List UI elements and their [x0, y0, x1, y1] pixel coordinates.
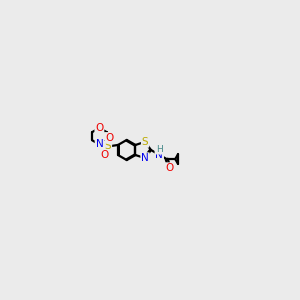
Text: O: O: [100, 150, 108, 160]
Text: N: N: [141, 153, 149, 163]
Text: O: O: [95, 123, 104, 133]
Text: N: N: [95, 140, 103, 149]
Text: H: H: [156, 145, 163, 154]
Text: O: O: [105, 133, 114, 143]
Text: S: S: [142, 137, 148, 147]
Text: N: N: [155, 150, 163, 160]
Text: S: S: [105, 142, 111, 152]
Text: O: O: [166, 163, 174, 173]
